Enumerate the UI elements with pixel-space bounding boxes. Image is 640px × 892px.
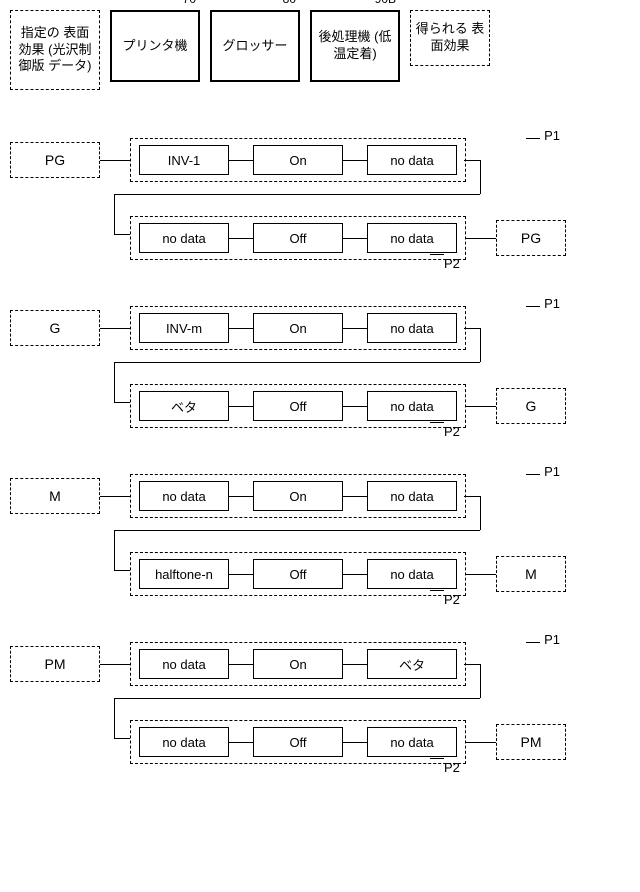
output-box: M <box>496 556 566 592</box>
p1-label: P1 <box>544 296 560 311</box>
pass-2-row: ベタ Off no data G P2 <box>10 376 630 436</box>
pass-1-cell-0: INV-1 <box>139 145 229 175</box>
pass-1-container: INV-1 On no data <box>130 138 466 182</box>
pass-2-cell-2: no data <box>367 559 457 589</box>
p2-label: P2 <box>444 424 460 439</box>
header-right: 得られる 表面効果 <box>410 10 490 66</box>
pass-1-row: PG INV-1 On no data P1 <box>10 130 630 190</box>
pass-2-cell-1: Off <box>253 223 343 253</box>
header-col-0-label: プリンタ機 <box>122 38 187 55</box>
p1-label: P1 <box>544 128 560 143</box>
header-left-text: 指定の 表面効果 (光沢制御版 データ) <box>15 25 95 76</box>
pass-2-container: no data Off no data <box>130 216 466 260</box>
pass-1-container: INV-m On no data <box>130 306 466 350</box>
header-right-text: 得られる 表面効果 <box>415 21 485 55</box>
p2-label: P2 <box>444 256 460 271</box>
pass-1-cell-1: On <box>253 145 343 175</box>
pass-1-cell-2: ベタ <box>367 649 457 679</box>
pass-1-cell-2: no data <box>367 481 457 511</box>
pass-1-container: no data On no data <box>130 474 466 518</box>
pass-1-container: no data On ベタ <box>130 642 466 686</box>
pass-1-cell-1: On <box>253 649 343 679</box>
input-box: G <box>10 310 100 346</box>
header-row: 指定の 表面効果 (光沢制御版 データ) 70 プリンタ機 80 グロッサー 9… <box>10 10 630 90</box>
pass-2-cell-0: ベタ <box>139 391 229 421</box>
pass-1-row: G INV-m On no data P1 <box>10 298 630 358</box>
header-col-2: 後処理機 (低温定着) <box>310 10 400 82</box>
pass-1-row: PM no data On ベタ P1 <box>10 634 630 694</box>
header-col-1: グロッサー <box>210 10 300 82</box>
pass-2-container: ベタ Off no data <box>130 384 466 428</box>
pass-1-cell-1: On <box>253 481 343 511</box>
input-box: PM <box>10 646 100 682</box>
group-PM: PM no data On ベタ P1 no data Off no data PM P2 <box>10 634 630 772</box>
header-col-1-label: グロッサー <box>222 38 287 55</box>
pass-2-cell-2: no data <box>367 391 457 421</box>
pass-1-row: Mno data On no data P1 <box>10 466 630 526</box>
input-box: M <box>10 478 100 514</box>
col-top-1: 80 <box>283 0 296 6</box>
pass-1-cell-2: no data <box>367 313 457 343</box>
p2-label: P2 <box>444 760 460 775</box>
pass-2-row: no data Off no data PM P2 <box>10 712 630 772</box>
pass-2-container: halftone-n Off no data <box>130 552 466 596</box>
group-M: Mno dataOnno dataP1halftone-nOffno dataM… <box>10 466 630 604</box>
pass-2-cell-2: no data <box>367 223 457 253</box>
header-col-0: プリンタ機 <box>110 10 200 82</box>
output-box: PG <box>496 220 566 256</box>
pass-2-row: no data Off no data PG P2 <box>10 208 630 268</box>
header-col-2-label: 後処理機 (低温定着) <box>318 29 392 63</box>
p2-label: P2 <box>444 592 460 607</box>
group-PG: PG INV-1 On no data P1 no data Off no data PG P2 <box>10 130 630 268</box>
p1-label: P1 <box>544 632 560 647</box>
pass-1-cell-0: no data <box>139 649 229 679</box>
output-box: G <box>496 388 566 424</box>
pass-2-cell-0: halftone-n <box>139 559 229 589</box>
input-box: PG <box>10 142 100 178</box>
col-top-2: 90B <box>375 0 396 6</box>
col-top-0: 70 <box>183 0 196 6</box>
pass-2-cell-1: Off <box>253 391 343 421</box>
pass-2-cell-2: no data <box>367 727 457 757</box>
pass-1-cell-0: INV-m <box>139 313 229 343</box>
pass-1-cell-1: On <box>253 313 343 343</box>
pass-2-cell-1: Off <box>253 727 343 757</box>
groups-container: PGINV-1Onno dataP1no dataOffno dataPGP2G… <box>10 130 630 772</box>
p1-label: P1 <box>544 464 560 479</box>
header-left: 指定の 表面効果 (光沢制御版 データ) <box>10 10 100 90</box>
pass-1-cell-0: no data <box>139 481 229 511</box>
pass-2-container: no data Off no data <box>130 720 466 764</box>
pass-2-cell-0: no data <box>139 223 229 253</box>
pass-1-cell-2: no data <box>367 145 457 175</box>
pass-2-cell-1: Off <box>253 559 343 589</box>
pass-2-cell-0: no data <box>139 727 229 757</box>
pass-2-row: halftone-n Off no data M P2 <box>10 544 630 604</box>
group-G: G INV-m On no data P1 ベタ Off no data G P2 <box>10 298 630 436</box>
output-box: PM <box>496 724 566 760</box>
